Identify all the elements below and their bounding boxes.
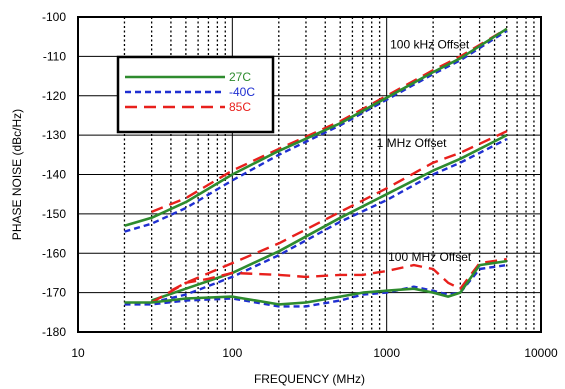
y-tick-label: -150	[42, 207, 66, 221]
x-tick-label: 10000	[524, 346, 558, 360]
y-tick-label: -120	[42, 89, 66, 103]
offset-annotation: 100 kHz Offset	[390, 38, 470, 52]
legend-label: -40C	[229, 85, 255, 99]
series-line-27C-100-mhz-offset	[124, 259, 507, 306]
y-axis-title: PHASE NOISE (dBc/Hz)	[10, 109, 24, 240]
series-line-85C-100-khz-offset	[151, 27, 508, 214]
series-line-minus40C-1-mhz-offset	[151, 138, 508, 304]
x-tick-label: 1000	[373, 346, 400, 360]
legend-label: 85C	[229, 100, 251, 114]
grid-lines	[78, 17, 541, 332]
y-tick-label: -130	[42, 128, 66, 142]
x-tick-label: 10	[71, 346, 85, 360]
y-tick-label: -160	[42, 246, 66, 260]
x-tick-label: 100	[222, 346, 242, 360]
y-tick-label: -110	[43, 49, 66, 63]
y-tick-label: -100	[42, 10, 66, 24]
legend-label: 27C	[229, 70, 251, 84]
series-line-85C-100-mhz-offset	[151, 258, 507, 304]
series-line-85C-1-mhz-offset	[170, 130, 508, 292]
offset-annotation: 1 MHz Offset	[377, 136, 447, 150]
y-tick-label: -140	[42, 168, 66, 182]
data-series	[124, 27, 508, 308]
annotations: 100 kHz Offset 1 MHz Offset 100 MHz Offset	[377, 38, 472, 265]
plot-frame	[77, 16, 542, 333]
offset-annotation: 100 MHz Offset	[388, 250, 472, 264]
series-line-27C-1-mhz-offset	[151, 133, 508, 302]
y-tick-label: -180	[42, 325, 66, 339]
series-line-27C-100-khz-offset	[124, 27, 508, 227]
legend-box	[116, 55, 275, 134]
series-line-minus40C-100-khz-offset	[124, 29, 508, 233]
y-tick-label: -170	[42, 286, 66, 300]
tick-labels: 10 100 1000 10000 -100 -110 -120 -130 -140 -150 -1…	[42, 10, 558, 360]
x-axis-title: FREQUENCY (MHz)	[254, 372, 365, 386]
